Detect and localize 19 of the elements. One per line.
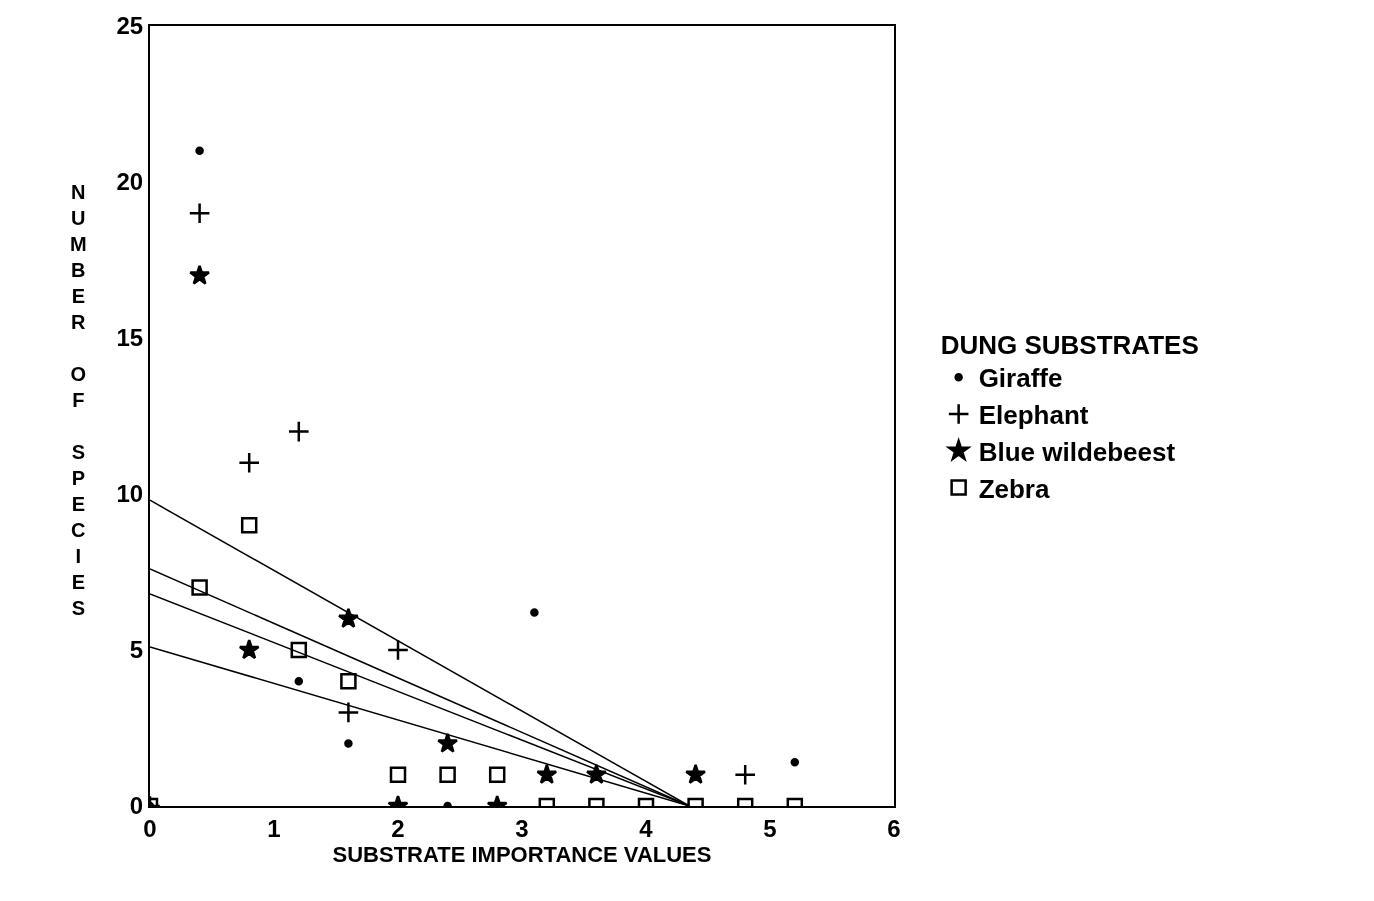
legend-title: DUNG SUBSTRATES — [940, 329, 1199, 360]
legend-label: Giraffe — [978, 363, 1063, 394]
x-axis-title: SUBSTRATE IMPORTANCE VALUES — [332, 841, 712, 867]
legend-label: Zebra — [978, 473, 1050, 504]
y-tick-label: 25 — [116, 12, 144, 40]
text: NUMBER OF SPECIES — [70, 181, 87, 619]
legend-label: Elephant — [978, 400, 1089, 431]
x-tick-label: 3 — [515, 814, 529, 842]
x-tick-label: 5 — [763, 814, 777, 842]
x-tick-label: 2 — [391, 814, 405, 842]
x-tick-label: 4 — [639, 814, 654, 842]
y-tick-label: 5 — [129, 636, 144, 664]
y-tick-label: 15 — [116, 324, 144, 352]
y-tick-label: 20 — [116, 168, 144, 196]
x-tick-label: 6 — [887, 814, 901, 842]
y-tick-label: 0 — [129, 792, 144, 820]
y-tick-label: 10 — [116, 480, 144, 508]
legend-label: Blue wildebeest — [978, 436, 1176, 467]
x-tick-label: 1 — [267, 814, 281, 842]
